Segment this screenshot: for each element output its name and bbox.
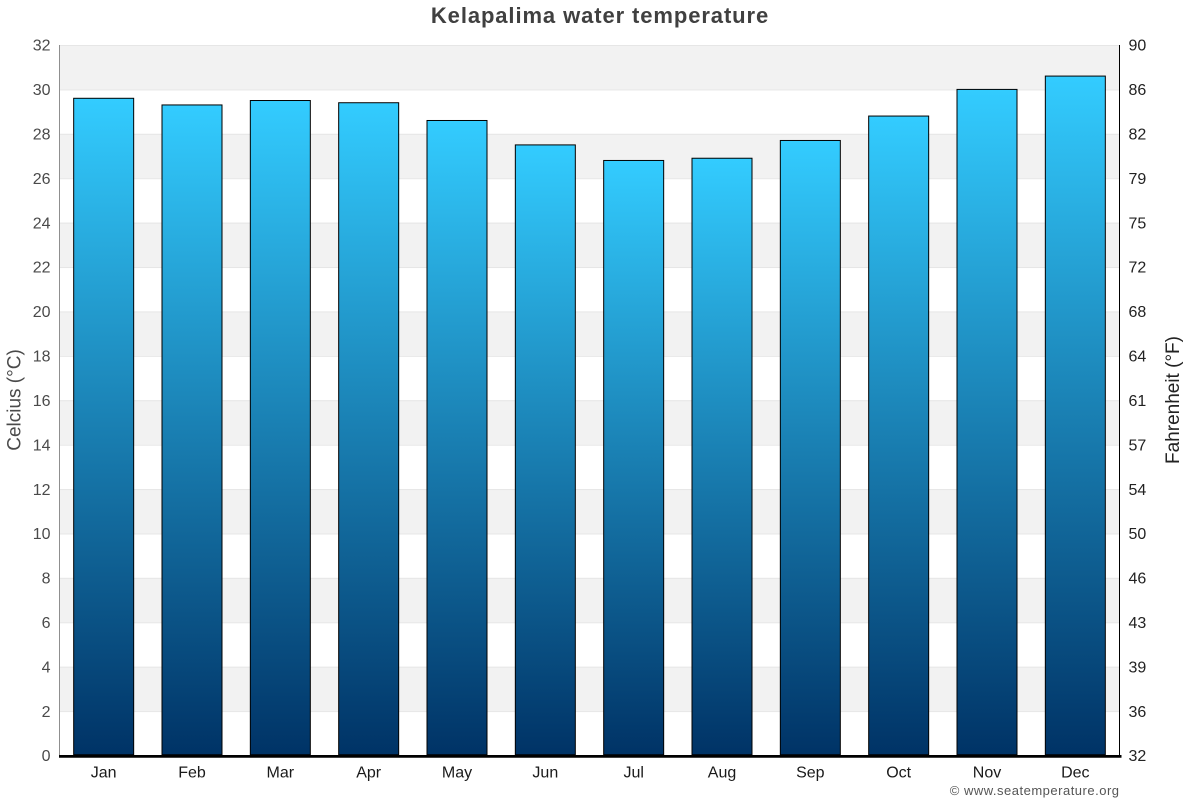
svg-text:14: 14 <box>33 437 51 454</box>
svg-text:Celcius (°C): Celcius (°C) <box>5 349 26 451</box>
svg-text:May: May <box>442 765 472 782</box>
svg-text:50: 50 <box>1129 526 1147 543</box>
svg-text:26: 26 <box>33 171 51 188</box>
svg-text:46: 46 <box>1129 571 1147 588</box>
svg-text:Aug: Aug <box>708 765 736 782</box>
svg-text:16: 16 <box>33 393 51 410</box>
svg-text:2: 2 <box>42 704 51 721</box>
svg-text:Fahrenheit (°F): Fahrenheit (°F) <box>1163 336 1184 464</box>
svg-text:Jan: Jan <box>91 765 117 782</box>
svg-text:Jul: Jul <box>623 765 643 782</box>
svg-text:© www.seatemperature.org: © www.seatemperature.org <box>950 783 1120 798</box>
svg-text:22: 22 <box>33 260 51 277</box>
svg-text:Mar: Mar <box>267 765 295 782</box>
svg-text:10: 10 <box>33 526 51 543</box>
svg-text:Apr: Apr <box>356 765 382 782</box>
svg-text:86: 86 <box>1129 82 1147 99</box>
svg-text:Kelapalima water temperature: Kelapalima water temperature <box>431 3 769 28</box>
svg-text:32: 32 <box>33 38 51 55</box>
svg-text:64: 64 <box>1129 349 1147 366</box>
svg-text:0: 0 <box>42 748 51 765</box>
svg-text:Sep: Sep <box>796 765 825 782</box>
svg-text:32: 32 <box>1129 748 1147 765</box>
svg-text:54: 54 <box>1129 482 1147 499</box>
svg-text:75: 75 <box>1129 215 1147 232</box>
svg-text:12: 12 <box>33 482 51 499</box>
svg-text:Oct: Oct <box>886 765 911 782</box>
svg-text:Dec: Dec <box>1061 765 1089 782</box>
svg-text:36: 36 <box>1129 704 1147 721</box>
svg-text:8: 8 <box>42 571 51 588</box>
svg-text:18: 18 <box>33 349 51 366</box>
svg-text:4: 4 <box>42 659 51 676</box>
svg-text:30: 30 <box>33 82 51 99</box>
svg-text:Jun: Jun <box>532 765 558 782</box>
svg-text:43: 43 <box>1129 615 1147 632</box>
svg-text:Feb: Feb <box>178 765 206 782</box>
svg-text:24: 24 <box>33 215 51 232</box>
svg-text:57: 57 <box>1129 437 1147 454</box>
svg-text:20: 20 <box>33 304 51 321</box>
svg-text:79: 79 <box>1129 171 1147 188</box>
svg-text:39: 39 <box>1129 659 1147 676</box>
svg-text:Nov: Nov <box>973 765 1001 782</box>
svg-text:61: 61 <box>1129 393 1147 410</box>
svg-text:82: 82 <box>1129 127 1147 144</box>
svg-text:6: 6 <box>42 615 51 632</box>
svg-text:72: 72 <box>1129 260 1147 277</box>
svg-text:68: 68 <box>1129 304 1147 321</box>
svg-text:90: 90 <box>1129 38 1147 55</box>
svg-text:28: 28 <box>33 127 51 144</box>
